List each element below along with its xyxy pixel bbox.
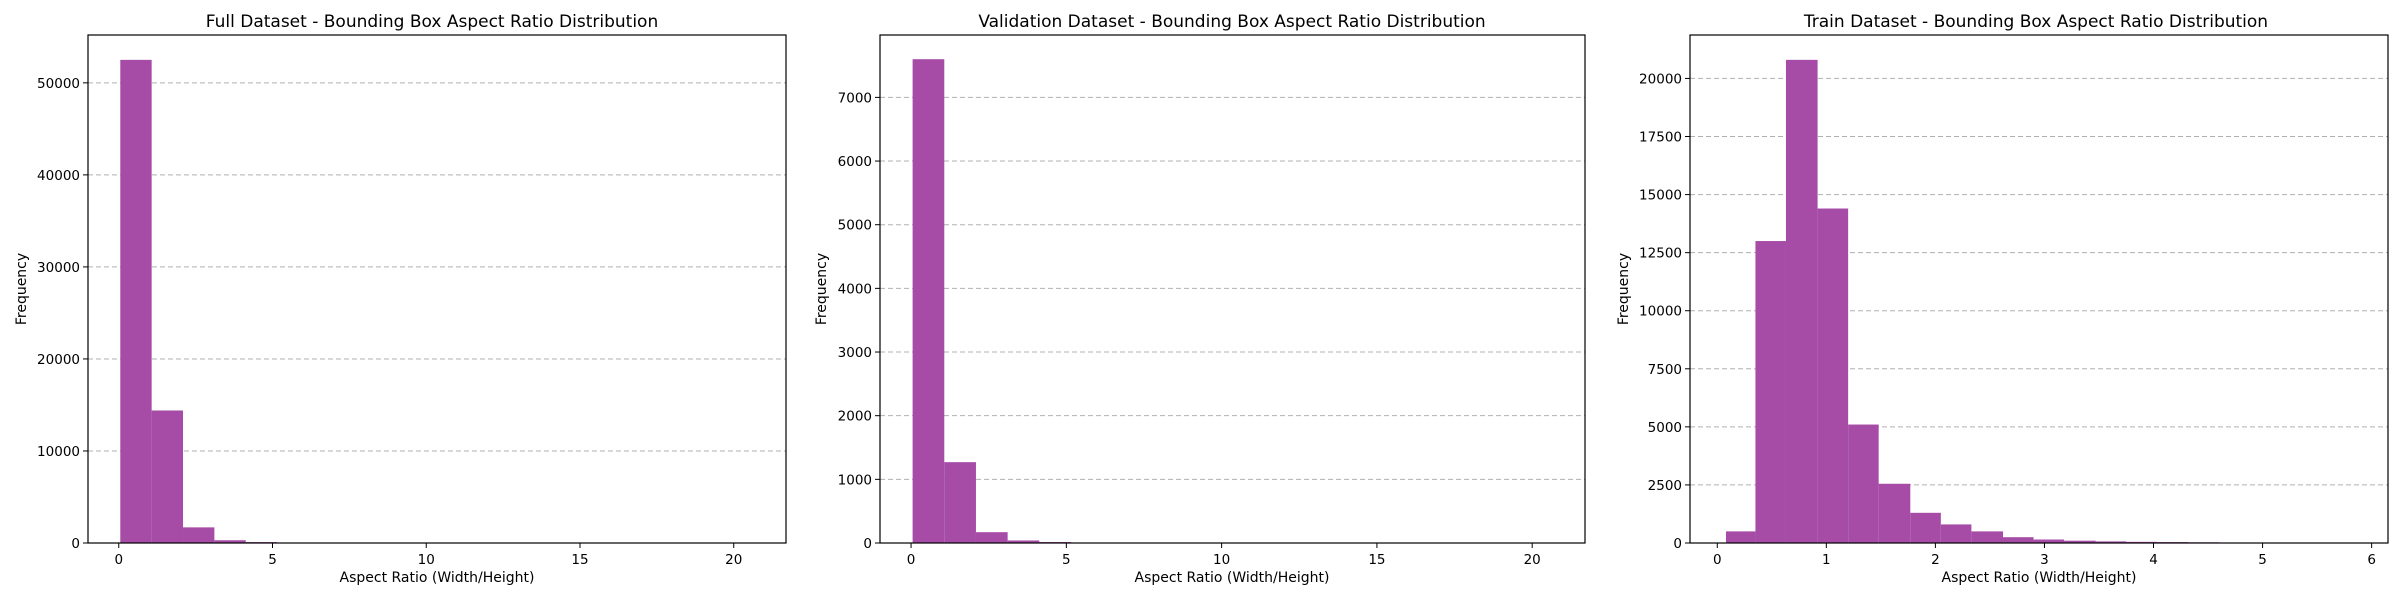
y-ticks: 0 1000 2000 3000 4000 5000 6000 7000 [838, 90, 880, 552]
histogram-bar [1940, 524, 1972, 543]
plot-frame [1689, 34, 2389, 544]
y-tick-label: 5000 [1648, 420, 1682, 436]
x-tick-label: 0 [1713, 552, 1722, 568]
x-tick-label: 2 [1931, 552, 1940, 568]
x-tick-label: 20 [725, 552, 742, 568]
y-ticks: 0 2500 5000 7500 10000 12500 15000 17500 20000 [1639, 71, 1690, 552]
x-tick-label: 15 [571, 552, 588, 568]
y-tick-label: 40000 [37, 168, 80, 184]
x-tick-label: 0 [907, 552, 916, 568]
histogram-bar [1848, 424, 1879, 543]
y-tick-label: 7000 [838, 90, 872, 106]
y-tick-label: 2000 [838, 409, 872, 425]
x-tick-label: 5 [2258, 552, 2267, 568]
x-tick-label: 5 [1062, 552, 1071, 568]
x-ticks: 0 5 10 15 20 [114, 543, 742, 568]
y-tick-label: 20000 [37, 352, 80, 368]
x-tick-label: 15 [1368, 552, 1385, 568]
y-tick-label: 4000 [838, 281, 872, 297]
y-tick-label: 7500 [1648, 362, 1682, 378]
y-tick-label: 6000 [838, 154, 872, 170]
bars [120, 59, 309, 543]
y-tick-label: 30000 [37, 260, 80, 276]
plot-frame [879, 34, 1586, 544]
histogram-bar [1725, 531, 1756, 543]
y-ticks: 0 10000 20000 30000 40000 50000 [37, 76, 88, 552]
x-tick-label: 20 [1524, 552, 1541, 568]
histogram-bar [120, 59, 152, 543]
chart-title: Full Dataset - Bounding Box Aspect Ratio… [206, 12, 658, 32]
bars [1725, 59, 2219, 544]
bars [912, 59, 1072, 543]
chart-panel-full: Full Dataset - Bounding Box Aspect Ratio… [14, 12, 787, 586]
histogram-bar [944, 462, 976, 543]
x-ticks: 0 1 2 3 4 5 6 [1713, 543, 2376, 568]
chart-panel-train: Train Dataset - Bounding Box Aspect Rati… [1616, 12, 2389, 586]
x-axis-label: Aspect Ratio (Width/Height) [340, 570, 535, 586]
x-tick-label: 5 [268, 552, 277, 568]
chart-panel-validation: Validation Dataset - Bounding Box Aspect… [814, 12, 1586, 586]
x-tick-label: 1 [1822, 552, 1831, 568]
histogram-bar [975, 532, 1008, 543]
y-tick-label: 20000 [1639, 71, 1682, 87]
y-tick-label: 0 [71, 536, 80, 552]
histogram-bar [1785, 59, 1818, 544]
y-tick-label: 10000 [37, 444, 80, 460]
y-tick-label: 5000 [838, 218, 872, 234]
x-axis-label: Aspect Ratio (Width/Height) [1942, 570, 2137, 586]
x-tick-label: 4 [2149, 552, 2158, 568]
y-tick-label: 17500 [1639, 130, 1682, 146]
y-tick-label: 0 [1673, 536, 1682, 552]
x-tick-label: 3 [2040, 552, 2049, 568]
y-axis-label: Frequency [814, 253, 830, 325]
histogram-bar [912, 59, 945, 543]
y-tick-label: 1000 [838, 472, 872, 488]
histogram-bar [2095, 541, 2127, 543]
x-tick-label: 10 [1213, 552, 1230, 568]
histogram-bar [151, 410, 184, 543]
x-tick-label: 6 [2367, 552, 2376, 568]
histogram-bar [1755, 241, 1786, 544]
gridlines [88, 82, 786, 544]
y-tick-label: 10000 [1639, 304, 1682, 320]
y-axis-label: Frequency [14, 253, 30, 325]
histogram-bar [1817, 208, 1849, 543]
x-tick-label: 10 [418, 552, 435, 568]
chart-title: Validation Dataset - Bounding Box Aspect… [978, 12, 1485, 32]
histogram-bar [1971, 531, 2004, 543]
gridlines [880, 96, 1585, 544]
x-ticks: 0 5 10 15 20 [907, 543, 1541, 568]
y-tick-label: 15000 [1639, 188, 1682, 204]
histogram-bar [2033, 539, 2065, 543]
histogram-bar [1007, 540, 1040, 543]
y-tick-label: 0 [863, 536, 872, 552]
plot-frame [87, 34, 787, 544]
y-tick-label: 3000 [838, 345, 872, 361]
histogram-bar [2003, 537, 2034, 543]
histogram-bar [2064, 540, 2096, 543]
chart-title: Train Dataset - Bounding Box Aspect Rati… [1803, 12, 2268, 32]
histogram-bar [1910, 512, 1941, 543]
x-tick-label: 0 [114, 552, 123, 568]
y-tick-label: 2500 [1648, 478, 1682, 494]
y-tick-label: 12500 [1639, 246, 1682, 262]
histogram-bar [1878, 483, 1911, 543]
histogram-bar [214, 540, 246, 543]
y-tick-label: 50000 [37, 76, 80, 92]
y-axis-label: Frequency [1616, 253, 1632, 325]
histogram-bar [183, 527, 215, 543]
x-axis-label: Aspect Ratio (Width/Height) [1135, 570, 1330, 586]
